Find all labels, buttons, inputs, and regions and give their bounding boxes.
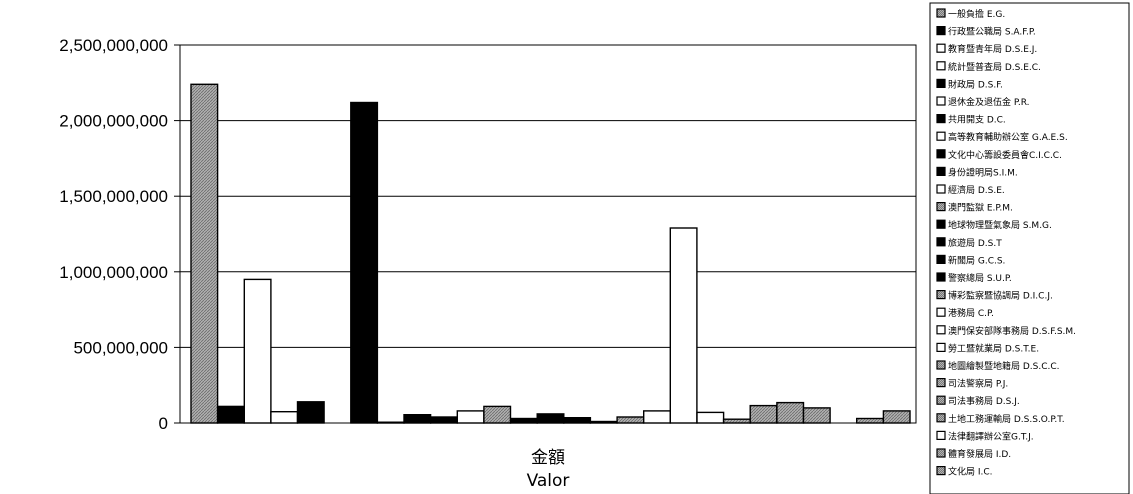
bar [857,419,884,424]
legend-label: 統計暨普查局 D.S.E.C. [948,61,1041,73]
legend-label: 退休金及退伍金 P.R. [948,96,1030,108]
legend-label: 地圖繪製暨地籍局 D.S.C.C. [948,360,1060,372]
legend-swatch [937,414,945,422]
bar [191,84,218,423]
legend-label: 一般負擔 E.G. [948,8,1005,20]
legend-swatch [937,132,945,140]
legend-swatch [937,396,945,404]
bar [218,406,245,423]
bar [484,406,511,423]
bar [431,417,458,423]
y-tick-label: 1,000,000,000 [59,263,168,282]
legend-label: 行政暨公職局 S.A.F.P. [948,26,1036,38]
legend-label: 教育暨青年局 D.S.E.J. [948,43,1037,55]
bar [511,419,538,424]
legend-swatch [937,62,945,70]
legend-swatch [937,255,945,263]
legend-label: 高等教育輔助辦公室 G.A.E.S. [948,131,1068,143]
legend-swatch [937,449,945,457]
bar [644,411,671,423]
legend-label: 法律翻譯辦公室G.T.J. [948,430,1034,442]
y-tick-label: 2,500,000,000 [59,36,168,55]
legend-swatch [937,203,945,211]
bar [537,414,564,423]
legend-swatch [937,238,945,246]
bar [724,419,751,423]
bar [298,402,325,423]
legend-label: 財政局 D.S.F. [948,78,1003,90]
legend: 一般負擔 E.G. 行政暨公職局 S.A.F.P. 教育暨青年局 D.S.E.J. 統… [930,3,1129,494]
bar [457,411,484,423]
plot-area [180,45,916,423]
legend-swatch [937,379,945,387]
legend-label: 警察總局 S.U.P. [948,272,1012,284]
legend-label: 經濟局 D.S.E. [948,184,1005,196]
legend-label: 司法警察局 P.J. [948,378,1008,390]
legend-swatch [937,220,945,228]
legend-label: 博彩監察暨協調局 D.I.C.J. [948,290,1053,302]
y-tick-label: 500,000,000 [73,338,168,357]
plot-frame [180,45,916,423]
legend-label: 共用開支 D.C. [948,114,1006,126]
legend-swatch [937,27,945,35]
legend-swatch [937,467,945,475]
legend-swatch [937,326,945,334]
legend-label: 新聞局 G.C.S. [948,254,1005,266]
x-axis-label-line-2: Valor [527,471,570,491]
bar [244,279,271,423]
legend-label: 勞工暨就業局 D.S.T.E. [948,342,1039,354]
legend-label: 澳門保安部隊事務局 D.S.F.S.M. [948,325,1076,337]
y-tick-label: 0 [159,414,168,433]
legend-swatch [937,291,945,299]
legend-label: 港務局 C.P. [948,307,994,319]
legend-label: 土地工務運輸局 D.S.S.O.P.T. [948,413,1065,425]
legend-swatch [937,185,945,193]
x-axis-label: 金額 Valor [527,448,570,491]
bar [670,228,697,423]
legend-swatch [937,273,945,281]
legend-label: 地球物理暨氣象局 S.M.G. [948,219,1052,231]
bar [404,415,431,423]
legend-swatch [937,79,945,87]
bar [697,412,724,423]
legend-label: 文化局 I.C. [948,466,993,478]
bar [777,403,804,423]
bar [804,408,831,423]
bar [377,422,404,423]
legend-swatch [937,150,945,158]
legend-label: 澳門監獄 E.P.M. [948,202,1013,214]
legend-label: 旅遊局 D.S.T [948,237,1002,249]
legend-swatch [937,343,945,351]
bar [590,422,617,424]
legend-label: 身份證明局S.I.M. [948,166,1018,178]
legend-swatch [937,97,945,105]
x-axis-label-line-1: 金額 [531,448,565,468]
legend-label: 體育發展局 I.D. [948,448,1011,460]
y-tick-label: 2,000,000,000 [59,112,168,131]
y-axis: 0 500,000,000 1,000,000,000 1,500,000,000 2,… [59,36,180,433]
bar [564,418,591,423]
bar [271,412,298,423]
bar [351,103,378,424]
legend-label: 司法事務局 D.S.J. [948,395,1020,407]
bar [750,406,777,423]
legend-swatch [937,115,945,123]
legend-swatch [937,431,945,439]
legend-swatch [937,308,945,316]
legend-swatch [937,167,945,175]
legend-swatch [937,44,945,52]
legend-swatch [937,361,945,369]
legend-label: 文化中心籌設委員會C.I.C.C. [948,149,1062,161]
bar [883,411,910,423]
bar [617,417,644,423]
legend-swatch [937,9,945,17]
y-tick-label: 1,500,000,000 [59,187,168,206]
